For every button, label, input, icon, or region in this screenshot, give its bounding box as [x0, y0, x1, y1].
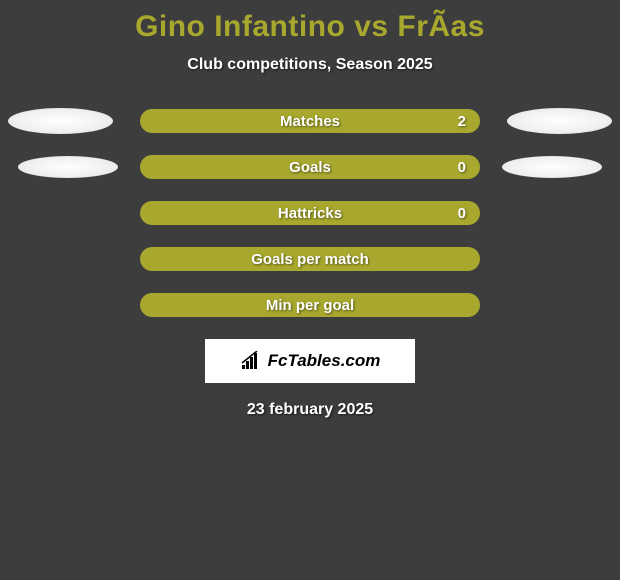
stat-bar: Matches 2	[140, 109, 480, 133]
stat-value: 0	[458, 205, 466, 222]
logo-box: FcTables.com	[205, 339, 415, 383]
stat-label: Goals	[289, 159, 331, 176]
stat-label: Hattricks	[278, 205, 342, 222]
date-label: 23 february 2025	[0, 401, 620, 419]
stat-bar: Goals per match	[140, 247, 480, 271]
logo-text: FcTables.com	[268, 351, 381, 371]
page-title: Gino Infantino vs FrÃ­as	[0, 10, 620, 44]
bar-chart-icon	[240, 351, 264, 371]
right-ellipse-icon	[502, 156, 602, 178]
stat-row-min-per-goal: Min per goal	[0, 293, 620, 317]
left-ellipse-icon	[18, 156, 118, 178]
stats-wrapper: Matches 2 Goals 0 Hattricks 0 Goals per …	[0, 109, 620, 317]
left-ellipse-icon	[8, 108, 113, 134]
stat-label: Matches	[280, 113, 340, 130]
stat-value: 0	[458, 159, 466, 176]
stat-row-goals: Goals 0	[0, 155, 620, 179]
stat-row-matches: Matches 2	[0, 109, 620, 133]
logo-content: FcTables.com	[240, 351, 381, 371]
stat-row-hattricks: Hattricks 0	[0, 201, 620, 225]
stat-bar: Min per goal	[140, 293, 480, 317]
subtitle: Club competitions, Season 2025	[0, 56, 620, 74]
stat-value: 2	[458, 113, 466, 130]
stat-bar: Hattricks 0	[140, 201, 480, 225]
stat-row-goals-per-match: Goals per match	[0, 247, 620, 271]
infographic-container: Gino Infantino vs FrÃ­as Club competitio…	[0, 0, 620, 419]
stat-label: Min per goal	[266, 297, 354, 314]
stat-bar: Goals 0	[140, 155, 480, 179]
right-ellipse-icon	[507, 108, 612, 134]
stat-label: Goals per match	[251, 251, 369, 268]
